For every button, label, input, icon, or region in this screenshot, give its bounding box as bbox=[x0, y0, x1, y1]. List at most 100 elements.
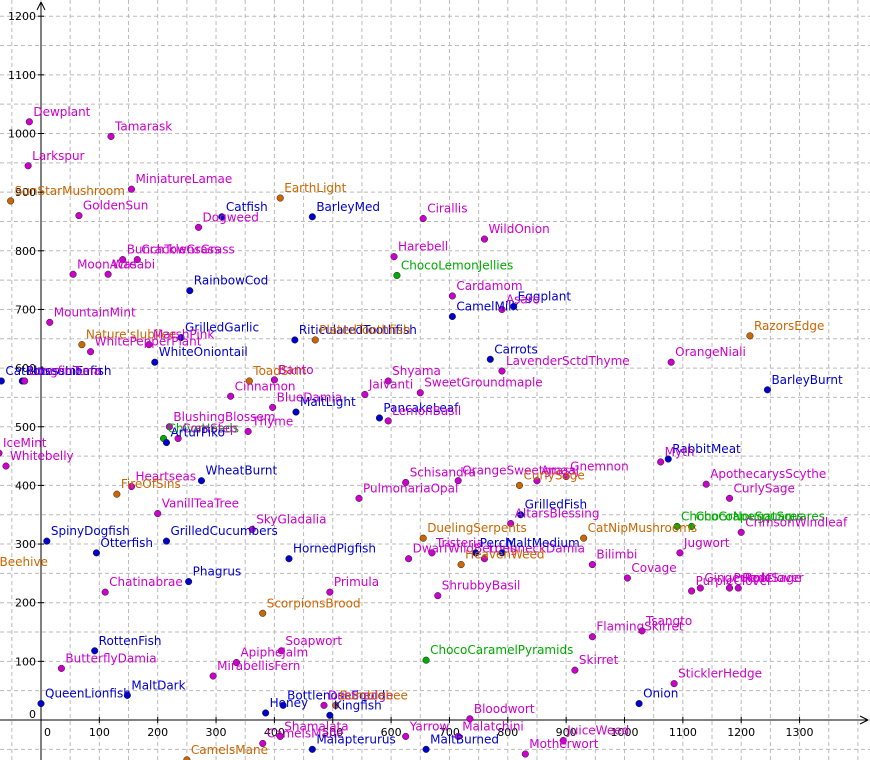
point-label: ApothecarysScythe bbox=[710, 467, 826, 481]
point-marker bbox=[332, 701, 340, 709]
point-label: PotessLionfish bbox=[26, 364, 111, 378]
data-point: Jugwort bbox=[676, 536, 730, 557]
point-marker bbox=[320, 701, 328, 709]
point-label: MiniatureLamae bbox=[135, 172, 232, 186]
point-marker bbox=[657, 458, 665, 466]
data-point: WhiteOniontail bbox=[151, 345, 248, 366]
point-marker bbox=[57, 664, 65, 672]
point-marker bbox=[763, 386, 772, 394]
point-label: GrilledCucumbers bbox=[170, 524, 277, 538]
data-point: CurlySage bbox=[515, 468, 585, 489]
point-label: OrangeNiali bbox=[675, 345, 746, 359]
point-marker bbox=[448, 312, 456, 321]
y-tick-label: 400 bbox=[15, 479, 36, 492]
point-label: Onion bbox=[643, 687, 678, 701]
data-point: Motherwort bbox=[521, 737, 599, 758]
point-label: Tamarask bbox=[114, 119, 172, 133]
point-label: ScorpionsBrood bbox=[267, 596, 361, 610]
point-marker bbox=[2, 462, 10, 470]
data-point: CamelsMane bbox=[183, 743, 268, 760]
point-label: Heartseas bbox=[135, 470, 196, 484]
data-point: WhitePepperPlant bbox=[87, 335, 202, 356]
point-marker bbox=[688, 587, 696, 595]
data-point: ApothecarysScythe bbox=[702, 467, 826, 488]
data-point: Thyme bbox=[244, 414, 293, 435]
data-point: OrangeNiali bbox=[667, 345, 746, 366]
point-marker bbox=[21, 377, 29, 385]
point-label: RedClover bbox=[742, 571, 803, 585]
point-marker bbox=[734, 584, 742, 592]
point-label: ToadSkin bbox=[252, 364, 306, 378]
point-marker bbox=[416, 389, 424, 397]
point-label: SticklerHedge bbox=[678, 667, 762, 681]
data-point: CornStep bbox=[174, 421, 237, 443]
x-tick-label: 1000 bbox=[611, 726, 639, 739]
point-label: CrackleGrass bbox=[141, 243, 220, 257]
point-marker bbox=[194, 223, 203, 231]
y-tick-label: 600 bbox=[15, 362, 36, 375]
data-point: PulmonariaOpal bbox=[355, 481, 458, 502]
point-label: VanillTeaTree bbox=[162, 497, 239, 511]
x-tick-label: 200 bbox=[147, 726, 168, 739]
data-point: Dogweed bbox=[194, 210, 259, 231]
point-label: SpinyDogfish bbox=[51, 524, 130, 538]
data-point: CatBlossomFern bbox=[0, 364, 102, 385]
data-point: RazorsEdge bbox=[746, 319, 824, 340]
data-point: BarleyMed bbox=[308, 200, 380, 221]
point-label: ShrubbyBasil bbox=[442, 579, 521, 593]
point-label: PancakeLeaf bbox=[383, 401, 459, 415]
point-label: BarleyMed bbox=[316, 200, 380, 214]
data-point: SpinyDogfish bbox=[43, 524, 130, 545]
point-marker bbox=[145, 341, 153, 349]
point-marker bbox=[638, 627, 646, 635]
data-point: Schisandra bbox=[402, 465, 476, 487]
point-label: Perch bbox=[480, 536, 513, 550]
point-label: CurlySage bbox=[734, 481, 795, 495]
point-label: Covage bbox=[631, 561, 676, 575]
point-marker bbox=[285, 555, 293, 563]
point-label: PurpleClover bbox=[696, 574, 772, 588]
data-point: Tamarask bbox=[107, 119, 172, 140]
y-tick-label: 1100 bbox=[8, 69, 36, 82]
y-tick-label: 200 bbox=[15, 597, 36, 610]
point-label: MaltMedium bbox=[506, 536, 580, 550]
point-marker bbox=[25, 118, 33, 126]
data-point: ShrubbyBasil bbox=[434, 579, 521, 600]
point-label: SkyGladalia bbox=[256, 512, 326, 526]
data-point: SkyGladalia bbox=[248, 512, 326, 533]
point-label: RazorsEdge bbox=[754, 319, 824, 333]
data-point: MarshPink bbox=[145, 328, 214, 349]
data-point: Bilimbi bbox=[588, 548, 637, 569]
point-label: FireOfSins bbox=[121, 477, 181, 491]
y-tick-label: 100 bbox=[15, 655, 36, 668]
point-label: Asaro bbox=[506, 292, 540, 306]
point-marker bbox=[517, 511, 525, 519]
point-label: CamelsMane bbox=[267, 726, 344, 740]
point-marker bbox=[24, 162, 32, 170]
point-marker bbox=[162, 537, 171, 545]
point-label: BottlenoseSquid bbox=[287, 688, 385, 702]
data-point: OrangeSweetgrass bbox=[454, 464, 576, 485]
point-marker bbox=[75, 212, 83, 220]
data-point: Soapwort bbox=[277, 634, 342, 655]
point-marker bbox=[151, 358, 159, 366]
point-label: ArturPiko bbox=[170, 426, 225, 440]
point-marker bbox=[7, 197, 15, 205]
data-point: Malatchini bbox=[454, 719, 524, 740]
data-point: Tsangto bbox=[638, 614, 692, 635]
data-point: HeavenWeed bbox=[457, 548, 545, 569]
data-point: ArturPiko bbox=[162, 426, 225, 447]
data-point: BlueDamia bbox=[269, 390, 342, 411]
point-label: Soapwort bbox=[285, 634, 342, 648]
point-marker bbox=[384, 417, 392, 425]
point-marker bbox=[635, 700, 643, 708]
point-label: ChocoCaramelPyramids bbox=[430, 643, 573, 657]
data-point: Nature'sJubilee bbox=[78, 328, 176, 349]
data-point: GrilledCucumbers bbox=[162, 524, 278, 545]
point-label: ChocoGrapeSquares bbox=[681, 509, 803, 523]
point-label: DwarfWildBerries bbox=[413, 542, 517, 556]
data-point: IceMint bbox=[0, 436, 47, 457]
point-label: PulmonariaOpal bbox=[363, 481, 458, 495]
point-label: Eggplant bbox=[518, 290, 572, 304]
data-point: BarleyBurnt bbox=[763, 373, 843, 394]
